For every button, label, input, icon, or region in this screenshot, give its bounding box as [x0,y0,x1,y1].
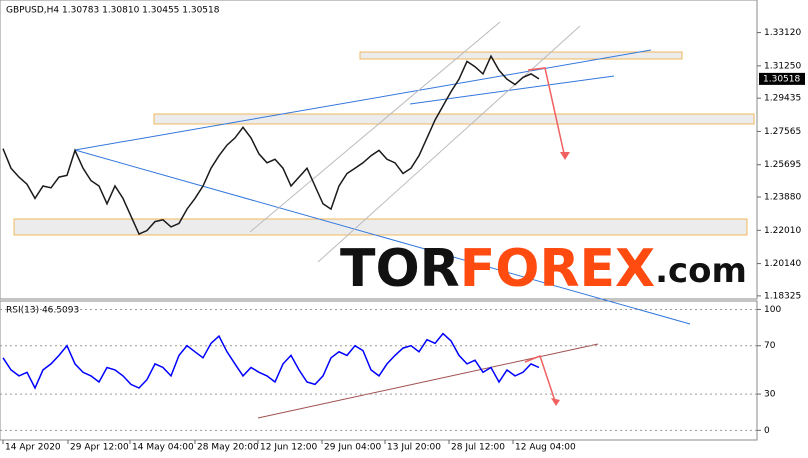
rsi-panel [0,300,758,441]
y-tick-label: 1.33120 [764,28,801,38]
x-tick-label: 14 Apr 2020 [5,443,61,453]
arrow-head [560,152,570,160]
watermark-com: .com [655,251,747,291]
x-tick-label: 14 May 04:00 [132,443,194,453]
y-tick-label: 70 [764,341,776,351]
watermark-tor: TOR [340,239,460,299]
y-tick-label: 100 [764,305,781,315]
y-tick-label: 1.20140 [764,259,801,269]
trendline [74,49,652,151]
watermark-forex: FOREX [460,239,655,299]
x-tick-label: 12 Aug 04:00 [515,443,576,453]
y-tick-label: 30 [764,390,776,400]
arrow-head [551,398,560,406]
y-tick-label: 1.22010 [764,226,801,236]
current-price-box [759,72,805,85]
series-line [2,332,540,390]
zone [359,51,683,60]
trendline [409,75,615,105]
price-panel [0,0,758,300]
y-tick-label: 1.27565 [764,127,801,137]
zone [153,113,755,125]
current-price-label: 1.30518 [763,74,800,84]
series-line [2,54,540,235]
rsi-header: RSI(13) 46.5093 [6,306,79,316]
y-tick-label: 1.25695 [764,160,801,170]
forecast-arrow [524,355,557,405]
y-tick-label: 1.31250 [764,61,801,71]
x-tick-label: 29 Apr 12:00 [70,443,129,453]
y-tick-label: 0 [764,426,770,436]
rsi-trendline [257,343,599,419]
x-tick-label: 12 Jun 12:00 [260,443,317,453]
x-tick-label: 28 May 20:00 [197,443,259,453]
price-header: GBPUSD,H4 1.30783 1.30810 1.30455 1.3051… [6,6,220,16]
y-tick-label: 1.23880 [764,193,801,203]
trendline [74,149,691,325]
x-tick-label: 28 Jul 12:00 [451,443,505,453]
forecast-arrow [527,67,566,159]
watermark: TORFOREX.com [340,239,747,299]
y-tick-label: 1.18325 [764,291,801,301]
channel-line [317,25,581,263]
x-tick-label: 13 Jul 20:00 [387,443,441,453]
zone [13,218,748,236]
x-tick-label: 29 Jun 04:00 [324,443,381,453]
channel-line [249,21,501,233]
y-tick-label: 1.29435 [764,94,801,104]
